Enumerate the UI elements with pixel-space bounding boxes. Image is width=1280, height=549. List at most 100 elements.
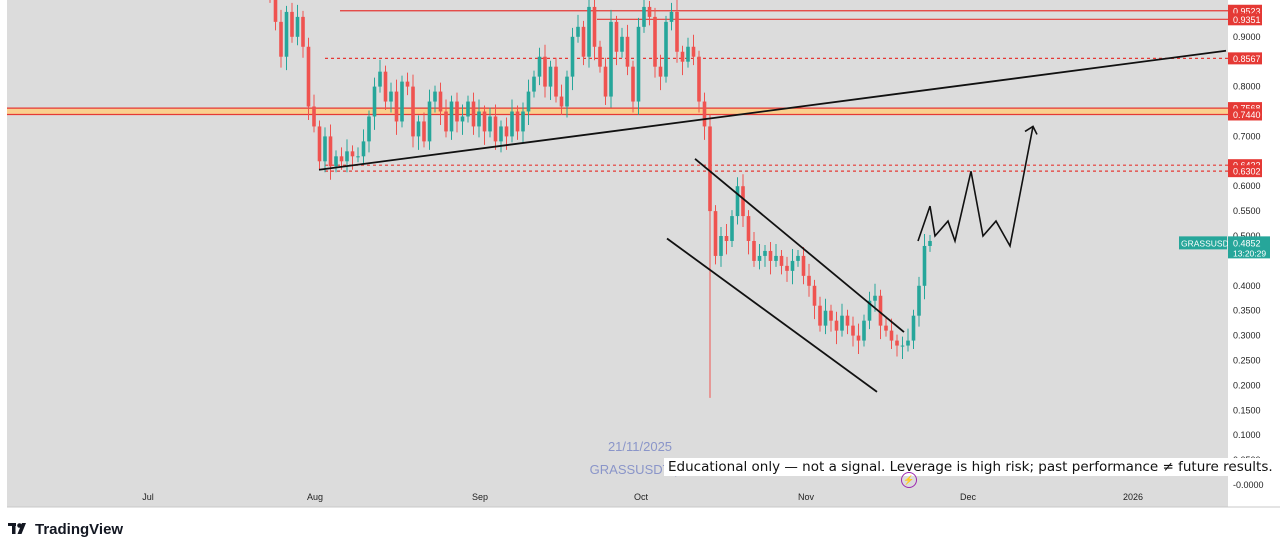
- candle-body: [796, 255, 800, 261]
- candle-body: [917, 285, 921, 316]
- candle-body: [350, 151, 355, 157]
- chart-area[interactable]: 0.9000 0.8000 0.7000 0.6000 0.5500 0.5000 0.40…: [0, 0, 1280, 510]
- candle-body: [603, 66, 608, 97]
- falling-channel-upper: [694, 158, 905, 333]
- projected-zigzag-path: [917, 126, 1034, 249]
- candle-body: [675, 11, 679, 52]
- candle-body: [290, 11, 294, 37]
- x-axis-label: Nov: [798, 492, 815, 502]
- candle-body: [339, 156, 344, 162]
- falling-channel-lower: [666, 237, 878, 393]
- price-level-label: 0.9523: [1233, 6, 1261, 16]
- candle-body: [785, 265, 789, 271]
- x-axis-label: Sep: [472, 492, 488, 502]
- candle-body: [378, 71, 382, 87]
- candle-body: [279, 21, 283, 57]
- candle-body: [702, 101, 707, 127]
- candle-body: [691, 46, 696, 57]
- candle-body: [570, 36, 575, 77]
- x-axis-label: Jul: [142, 492, 154, 502]
- price-level-tag: [1228, 52, 1262, 65]
- plot-background: [7, 0, 1228, 507]
- candle-body: [576, 26, 580, 37]
- candle-body: [928, 240, 932, 246]
- candle-body: [658, 66, 663, 77]
- candle-body: [636, 26, 641, 102]
- candle-body: [565, 76, 569, 107]
- tradingview-logo-icon: [8, 523, 26, 534]
- candle-body: [625, 36, 630, 67]
- candle-body: [664, 21, 668, 77]
- candle-body: [543, 56, 547, 87]
- candle-body: [730, 216, 734, 241]
- candle-body: [554, 66, 558, 97]
- candle-body: [306, 46, 311, 107]
- candle-body: [779, 255, 784, 266]
- resistance-zone: [7, 108, 1228, 115]
- candle-body: [807, 275, 811, 286]
- candle-body: [790, 260, 795, 271]
- candle-body: [422, 121, 426, 142]
- candle-body: [394, 91, 399, 122]
- candle-body: [581, 26, 586, 57]
- candle-body: [334, 156, 338, 167]
- candle-body: [840, 315, 844, 331]
- candle-body: [317, 126, 322, 162]
- candle-body: [312, 106, 316, 127]
- y-tick-label: 0.1500: [1233, 405, 1261, 415]
- candle-body: [510, 111, 514, 137]
- candle-body: [856, 335, 861, 341]
- candle-body: [834, 320, 839, 331]
- candle-body: [680, 51, 685, 62]
- candle-body: [411, 86, 415, 137]
- candle-body: [455, 101, 459, 122]
- price-level-label: 0.9351: [1233, 15, 1261, 25]
- candle-body: [372, 86, 377, 117]
- candle-body: [427, 101, 432, 142]
- y-tick-label: 0.8000: [1233, 82, 1261, 92]
- candle-body: [471, 101, 476, 127]
- x-axis-label: Dec: [960, 492, 977, 502]
- candle-body: [301, 16, 305, 47]
- rising-support-line: [318, 49, 1227, 171]
- candle-body: [757, 255, 762, 261]
- candle-body: [367, 116, 371, 142]
- candle-body: [488, 116, 492, 132]
- candle-body: [768, 250, 773, 261]
- current-price-symbol-tag: [1179, 236, 1227, 250]
- candle-body: [460, 116, 465, 122]
- candle-body: [735, 186, 740, 217]
- candle-body: [537, 56, 542, 77]
- current-price-symbol: GRASSUSDT: [1181, 238, 1234, 248]
- candle-body: [878, 295, 883, 326]
- candle-body: [746, 216, 751, 241]
- tradingview-brand[interactable]: TradingView: [8, 518, 123, 540]
- y-tick-label: 0.6000: [1233, 181, 1261, 191]
- y-tick-label: 0.5500: [1233, 206, 1261, 216]
- candle-body: [356, 156, 360, 158]
- candle-body: [482, 111, 487, 132]
- candle-body: [862, 320, 866, 341]
- candle-body: [345, 151, 349, 162]
- current-price-tag: [1228, 236, 1270, 259]
- candle-body: [895, 340, 899, 346]
- candle-body: [416, 121, 421, 137]
- price-chart[interactable]: 0.9000 0.8000 0.7000 0.6000 0.5500 0.5000 0.40…: [0, 0, 1280, 510]
- candle-body: [532, 76, 536, 92]
- price-level-label: 0.7440: [1233, 110, 1261, 120]
- candle-body: [284, 11, 289, 57]
- candle-body: [873, 295, 877, 301]
- lightning-icon[interactable]: ⚡: [901, 472, 917, 488]
- x-axis-label: Oct: [634, 492, 649, 502]
- candle-body: [889, 330, 894, 341]
- candle-body: [741, 186, 745, 217]
- candle-body: [493, 116, 498, 142]
- disclaimer-text: Educational only — not a signal. Leverag…: [664, 458, 1277, 476]
- candle-body: [801, 255, 806, 276]
- y-tick-label: 0.9000: [1233, 32, 1261, 42]
- y-tick-label: 0.1000: [1233, 430, 1261, 440]
- candle-body: [548, 66, 553, 87]
- candle-body: [477, 111, 481, 127]
- candle-body: [631, 66, 635, 102]
- candle-body: [884, 325, 888, 331]
